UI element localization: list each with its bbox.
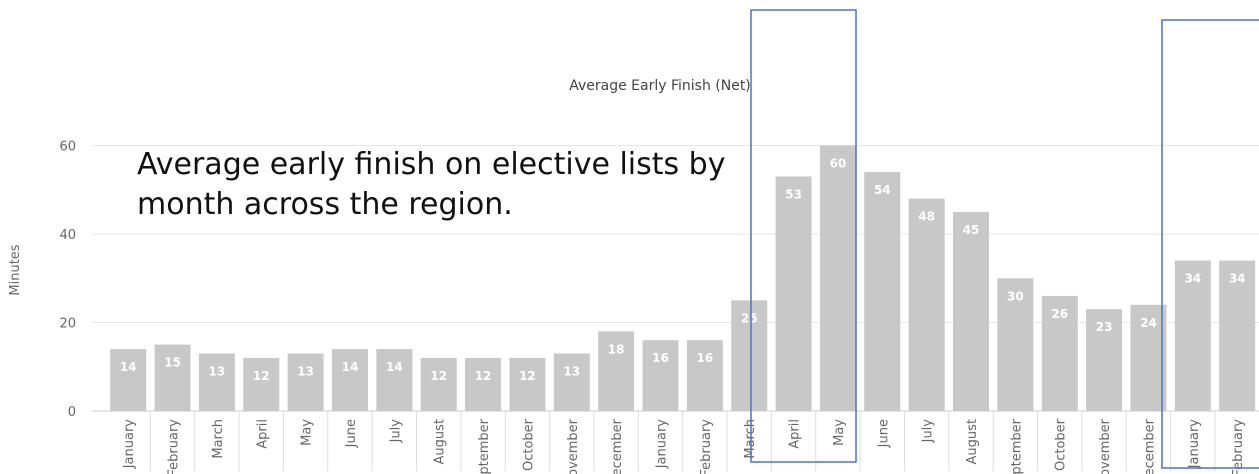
bar (553, 353, 590, 411)
bar (376, 349, 413, 411)
bar (686, 340, 723, 411)
y-tick-label: 60 (59, 140, 76, 155)
data-label: 12 (430, 369, 447, 383)
bar (243, 357, 280, 411)
bar (598, 331, 635, 411)
data-label: 15 (164, 356, 181, 370)
data-label: 16 (697, 351, 714, 365)
bar (642, 340, 679, 411)
x-tick-label: February (167, 419, 182, 474)
data-label: 13 (563, 364, 580, 378)
bar (420, 357, 457, 411)
x-tick-label: April (255, 419, 270, 449)
data-label: 13 (297, 364, 314, 378)
x-tick-label: June (344, 419, 359, 448)
data-label: 13 (209, 364, 226, 378)
x-tick-label: August (433, 419, 448, 465)
x-tick-label: September (1009, 418, 1024, 474)
data-label: 45 (963, 223, 980, 237)
x-tick-label: January (1187, 419, 1202, 470)
data-label: 16 (652, 351, 669, 365)
bar (1041, 295, 1078, 411)
bar (819, 145, 856, 411)
x-tick-label: March (743, 419, 758, 459)
data-label: 53 (785, 187, 802, 201)
y-tick-label: 20 (59, 317, 76, 332)
data-label: 34 (1184, 272, 1201, 286)
bar (287, 353, 324, 411)
x-tick-label: November (1098, 418, 1113, 474)
y-tick-label: 40 (59, 228, 76, 243)
bar (953, 211, 990, 411)
x-tick-label: July (388, 419, 403, 444)
x-tick-label: August (965, 419, 980, 465)
bar (1130, 304, 1167, 411)
x-tick-label: October (1054, 418, 1069, 471)
data-label: 14 (120, 360, 137, 374)
annotation: Average early finish on elective lists b… (137, 147, 726, 222)
x-tick-label: March (211, 419, 226, 459)
data-label: 54 (874, 183, 891, 197)
x-tick-label: May (832, 419, 847, 446)
x-tick-label: December (610, 418, 625, 474)
x-tick-label: April (788, 419, 803, 449)
bar (465, 357, 502, 411)
bar (1086, 309, 1123, 411)
bar (110, 349, 147, 411)
x-tick-label: February (1231, 419, 1246, 474)
data-label: 14 (386, 360, 403, 374)
data-label: 24 (1140, 316, 1157, 330)
bar (775, 176, 812, 411)
x-tick-label: February (699, 419, 714, 474)
data-label: 14 (342, 360, 359, 374)
x-tick-label: September (477, 418, 492, 474)
x-tick-label: January (655, 419, 670, 470)
data-label: 12 (253, 369, 270, 383)
x-tick-label: November (566, 418, 581, 474)
bar (198, 353, 235, 411)
data-label: 30 (1007, 289, 1024, 303)
bar (331, 349, 368, 411)
data-label: 12 (475, 369, 492, 383)
y-tick-label: 0 (68, 405, 76, 420)
x-tick-label: January (122, 419, 137, 470)
data-label: 12 (519, 369, 536, 383)
bar (864, 172, 901, 411)
x-tick-label: December (1142, 418, 1157, 474)
bar (509, 357, 546, 411)
bar (908, 198, 945, 411)
y-axis-label: Minutes (8, 244, 23, 295)
x-tick-label: October (521, 418, 536, 471)
data-label: 34 (1229, 272, 1246, 286)
data-label: 60 (830, 157, 847, 171)
bar (997, 278, 1034, 411)
x-tick-label: May (300, 419, 315, 446)
data-label: 18 (608, 342, 625, 356)
data-label: 48 (918, 210, 935, 224)
bar (154, 344, 191, 411)
x-tick-label: June (876, 419, 891, 448)
data-label: 25 (741, 311, 758, 325)
x-tick-label: July (921, 419, 936, 444)
data-label: 26 (1051, 307, 1068, 321)
data-label: 23 (1096, 320, 1113, 334)
chart-title: Average Early Finish (Net) (569, 78, 751, 94)
